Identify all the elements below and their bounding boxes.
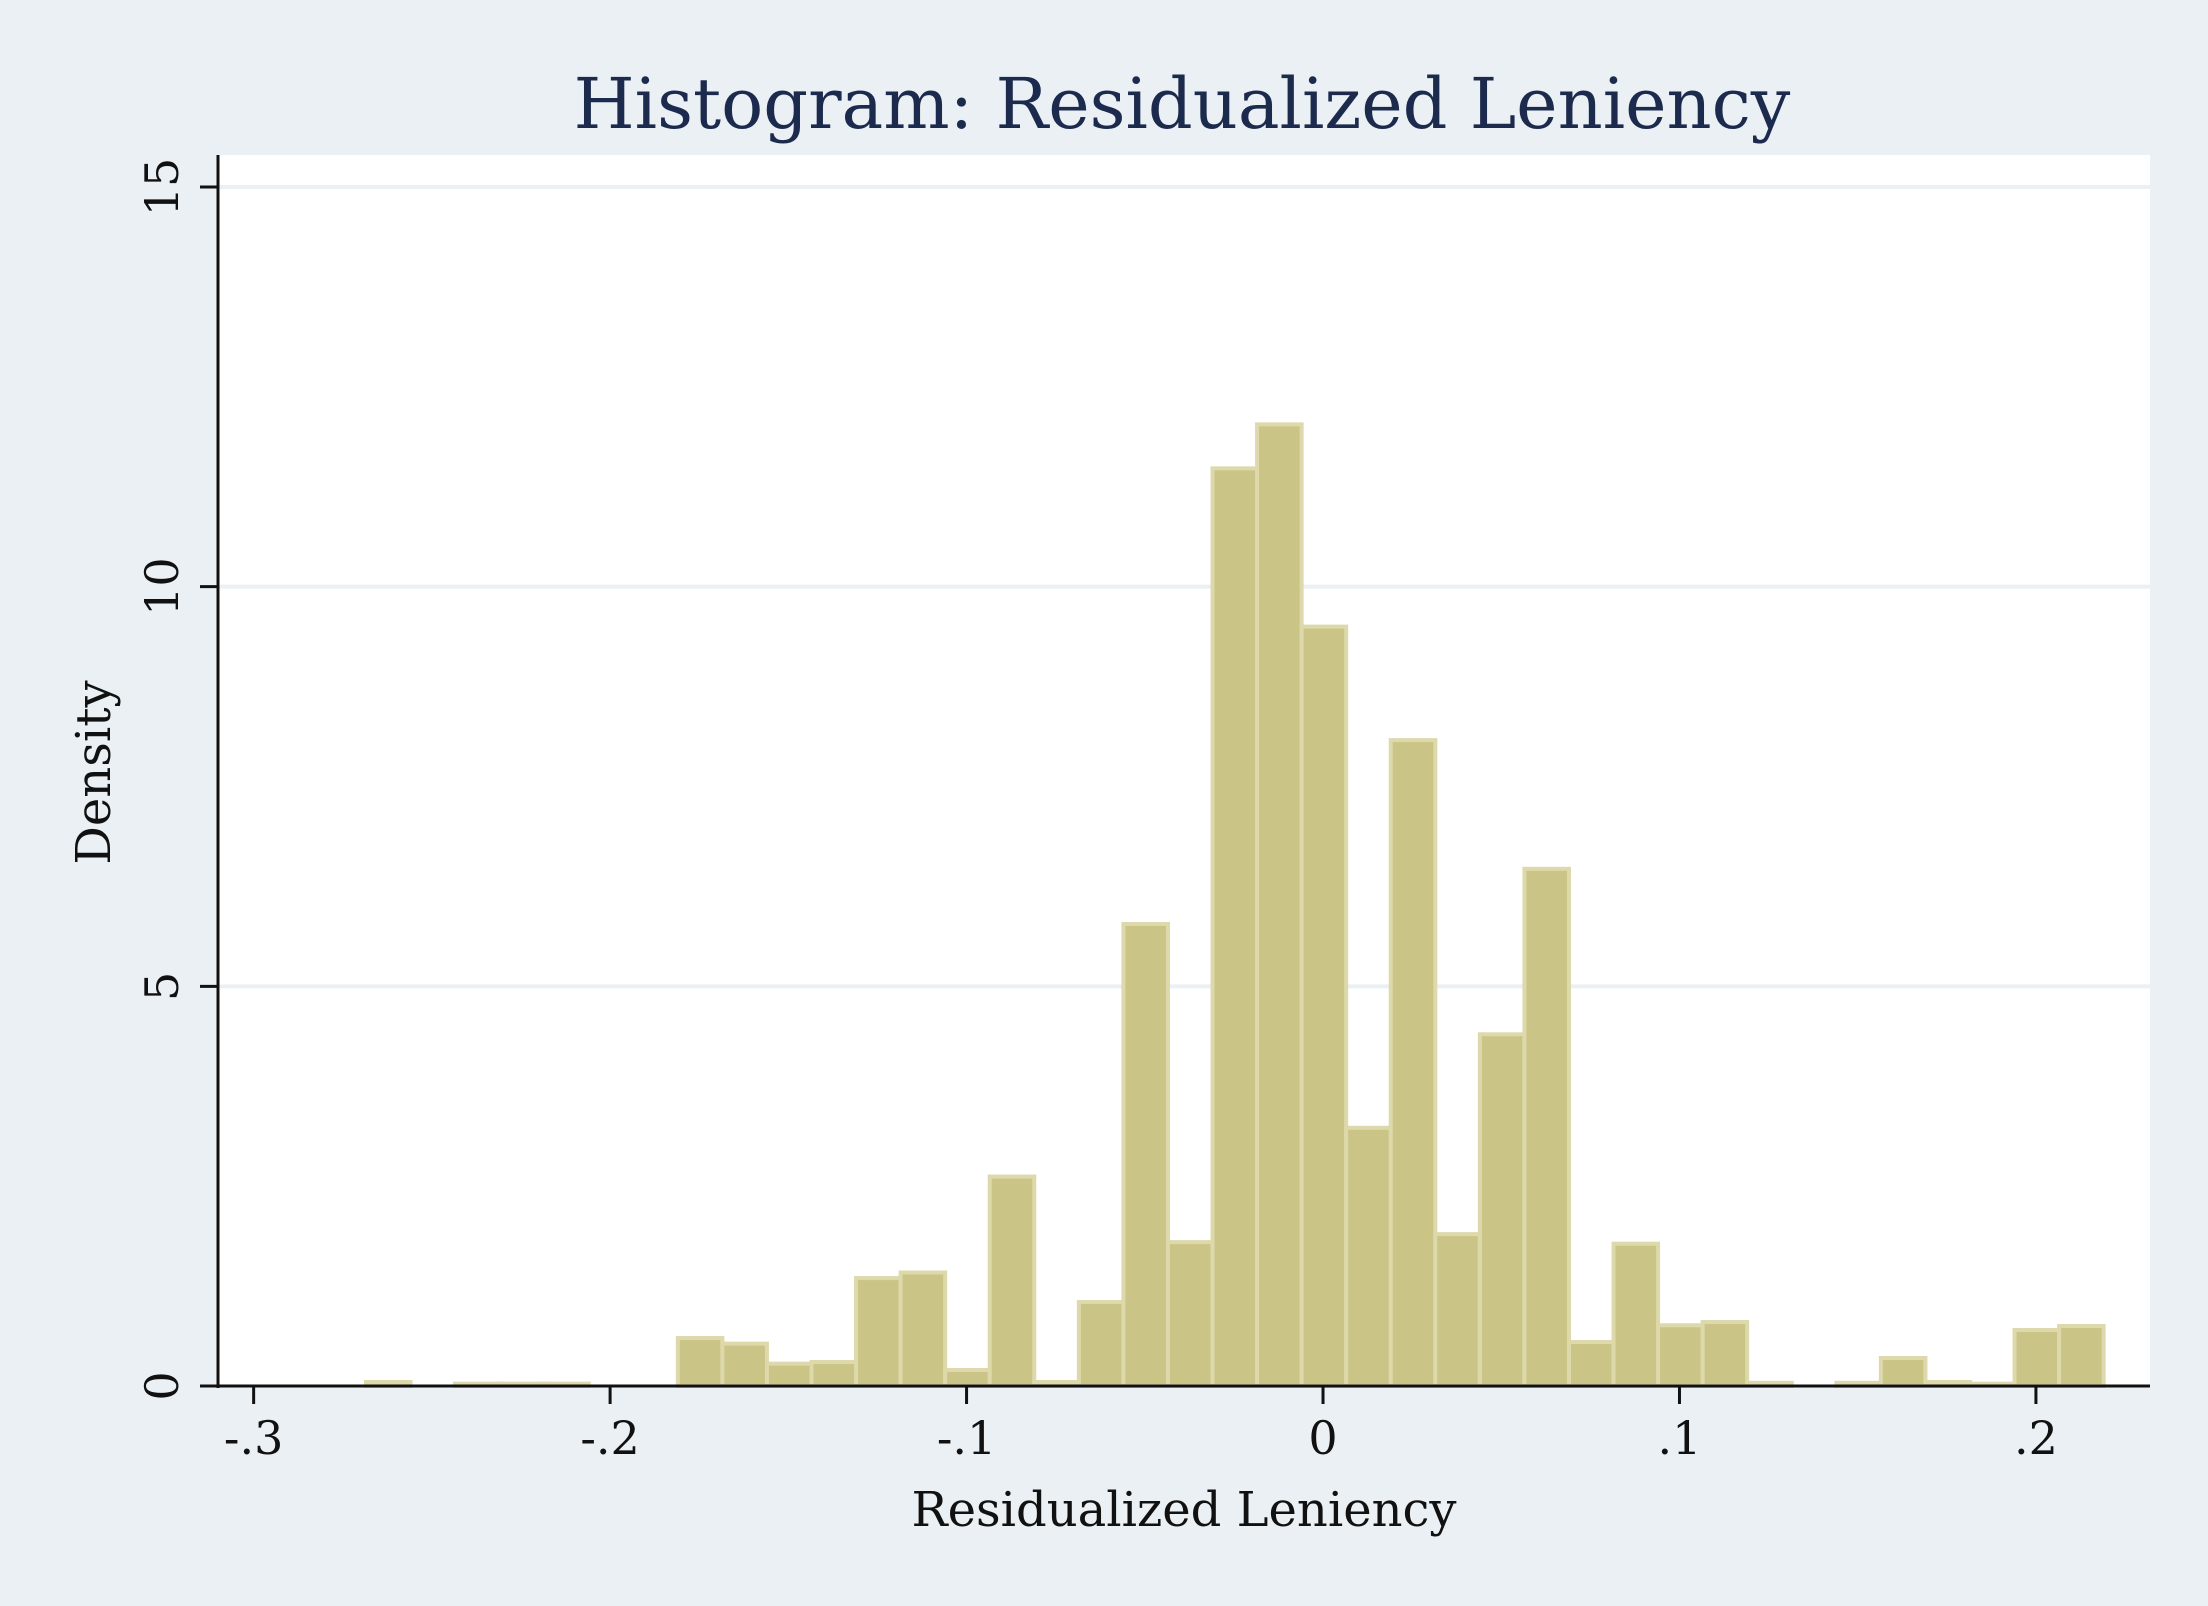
x-tick-label: .1 xyxy=(1658,1411,1702,1465)
histogram-bar xyxy=(987,1174,1037,1389)
histogram-bar xyxy=(1076,1300,1126,1389)
histogram-bar xyxy=(1566,1340,1616,1389)
histogram-bar xyxy=(1344,1125,1393,1388)
histogram-bar xyxy=(764,1361,814,1388)
x-tick-label: .2 xyxy=(2014,1411,2058,1465)
y-tick-label: 15 xyxy=(135,158,189,217)
y-tick-label: 0 xyxy=(135,1371,189,1400)
histogram-bar xyxy=(1522,866,1571,1388)
histogram-bar xyxy=(1165,1240,1215,1389)
histogram-bar xyxy=(1611,1241,1661,1388)
x-axis-title: Residualized Leniency xyxy=(911,1482,1456,1538)
histogram-bars xyxy=(363,422,2106,1389)
histogram-bar xyxy=(2057,1324,2106,1389)
histogram-bar xyxy=(2012,1328,2062,1388)
y-axis-title: Density xyxy=(66,680,122,864)
histogram-bar xyxy=(1477,1032,1527,1389)
histogram-bar xyxy=(943,1368,992,1388)
histogram-bar xyxy=(675,1336,725,1388)
histogram-bar xyxy=(1388,738,1438,1388)
histogram-bar xyxy=(720,1341,769,1388)
histogram-bar xyxy=(1433,1232,1482,1389)
histogram-bar xyxy=(1656,1323,1705,1389)
histogram-bar xyxy=(809,1360,859,1389)
gridlines xyxy=(218,184,2150,989)
x-tick-label: -.1 xyxy=(937,1411,996,1465)
x-tick-label: 0 xyxy=(1308,1411,1337,1465)
y-tick-label: 5 xyxy=(135,972,189,1001)
axes: -.3 -.2 -.1 0 .1 .2 0 5 10 15 xyxy=(135,155,2150,1465)
histogram-bar xyxy=(898,1270,948,1388)
x-tick-label: -.2 xyxy=(580,1411,639,1465)
x-tick-label: -.3 xyxy=(224,1411,283,1465)
histogram-bar xyxy=(1299,624,1349,1388)
chart-title: Histogram: Residualized Leniency xyxy=(574,63,1791,145)
histogram-bar xyxy=(1700,1320,1750,1389)
y-tick-label: 10 xyxy=(135,557,189,616)
plot-area xyxy=(218,155,2150,1386)
histogram-bar xyxy=(1210,466,1260,1388)
histogram-bar xyxy=(1878,1356,1928,1388)
histogram-bar xyxy=(854,1276,903,1388)
histogram-bar xyxy=(1121,921,1170,1389)
histogram-bar xyxy=(1255,422,1304,1388)
